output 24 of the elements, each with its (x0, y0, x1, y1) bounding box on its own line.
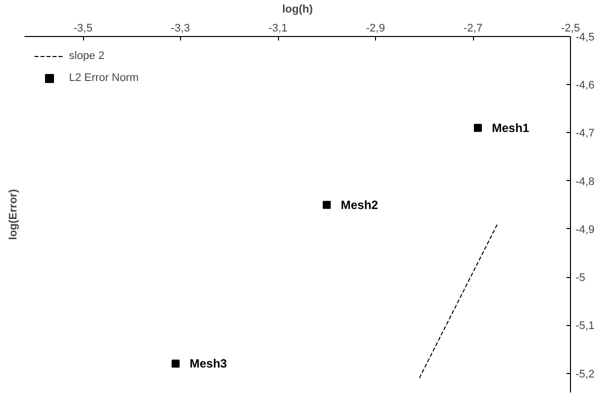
y-tick-label: -4,9 (576, 224, 594, 236)
x-tick-label: -2,7 (464, 22, 482, 34)
point (474, 124, 482, 132)
y-tick-label: -4,5 (576, 32, 594, 44)
x-axis-title: log(h) (282, 4, 314, 16)
y-axis-title: log(Error) (8, 188, 20, 240)
y-tick-label: -5,1 (576, 320, 594, 332)
point (172, 360, 180, 368)
y-tick-label: -5,2 (576, 368, 594, 380)
x-tick-label: -3,1 (268, 22, 288, 34)
annotation: Mesh3 (190, 356, 228, 371)
annotation: Mesh2 (340, 198, 378, 212)
x-tick-label: -3,5 (74, 22, 92, 34)
point (322, 200, 331, 209)
x-tick-label: -3,3 (171, 22, 190, 34)
x-tick-label: -2,9 (366, 22, 385, 34)
y-tick-label: -4,7 (576, 128, 594, 140)
x-tick-label: -2,5 (561, 22, 580, 34)
y-tick-label: -4,6 (576, 80, 594, 92)
y-tick-label: -5 (576, 272, 586, 284)
legend-label: L2 Error Norm (69, 72, 139, 84)
legend-label: slope 2 (69, 50, 104, 62)
annotation: Mesh1 (492, 120, 530, 135)
y-tick-label: -4,8 (576, 176, 594, 188)
